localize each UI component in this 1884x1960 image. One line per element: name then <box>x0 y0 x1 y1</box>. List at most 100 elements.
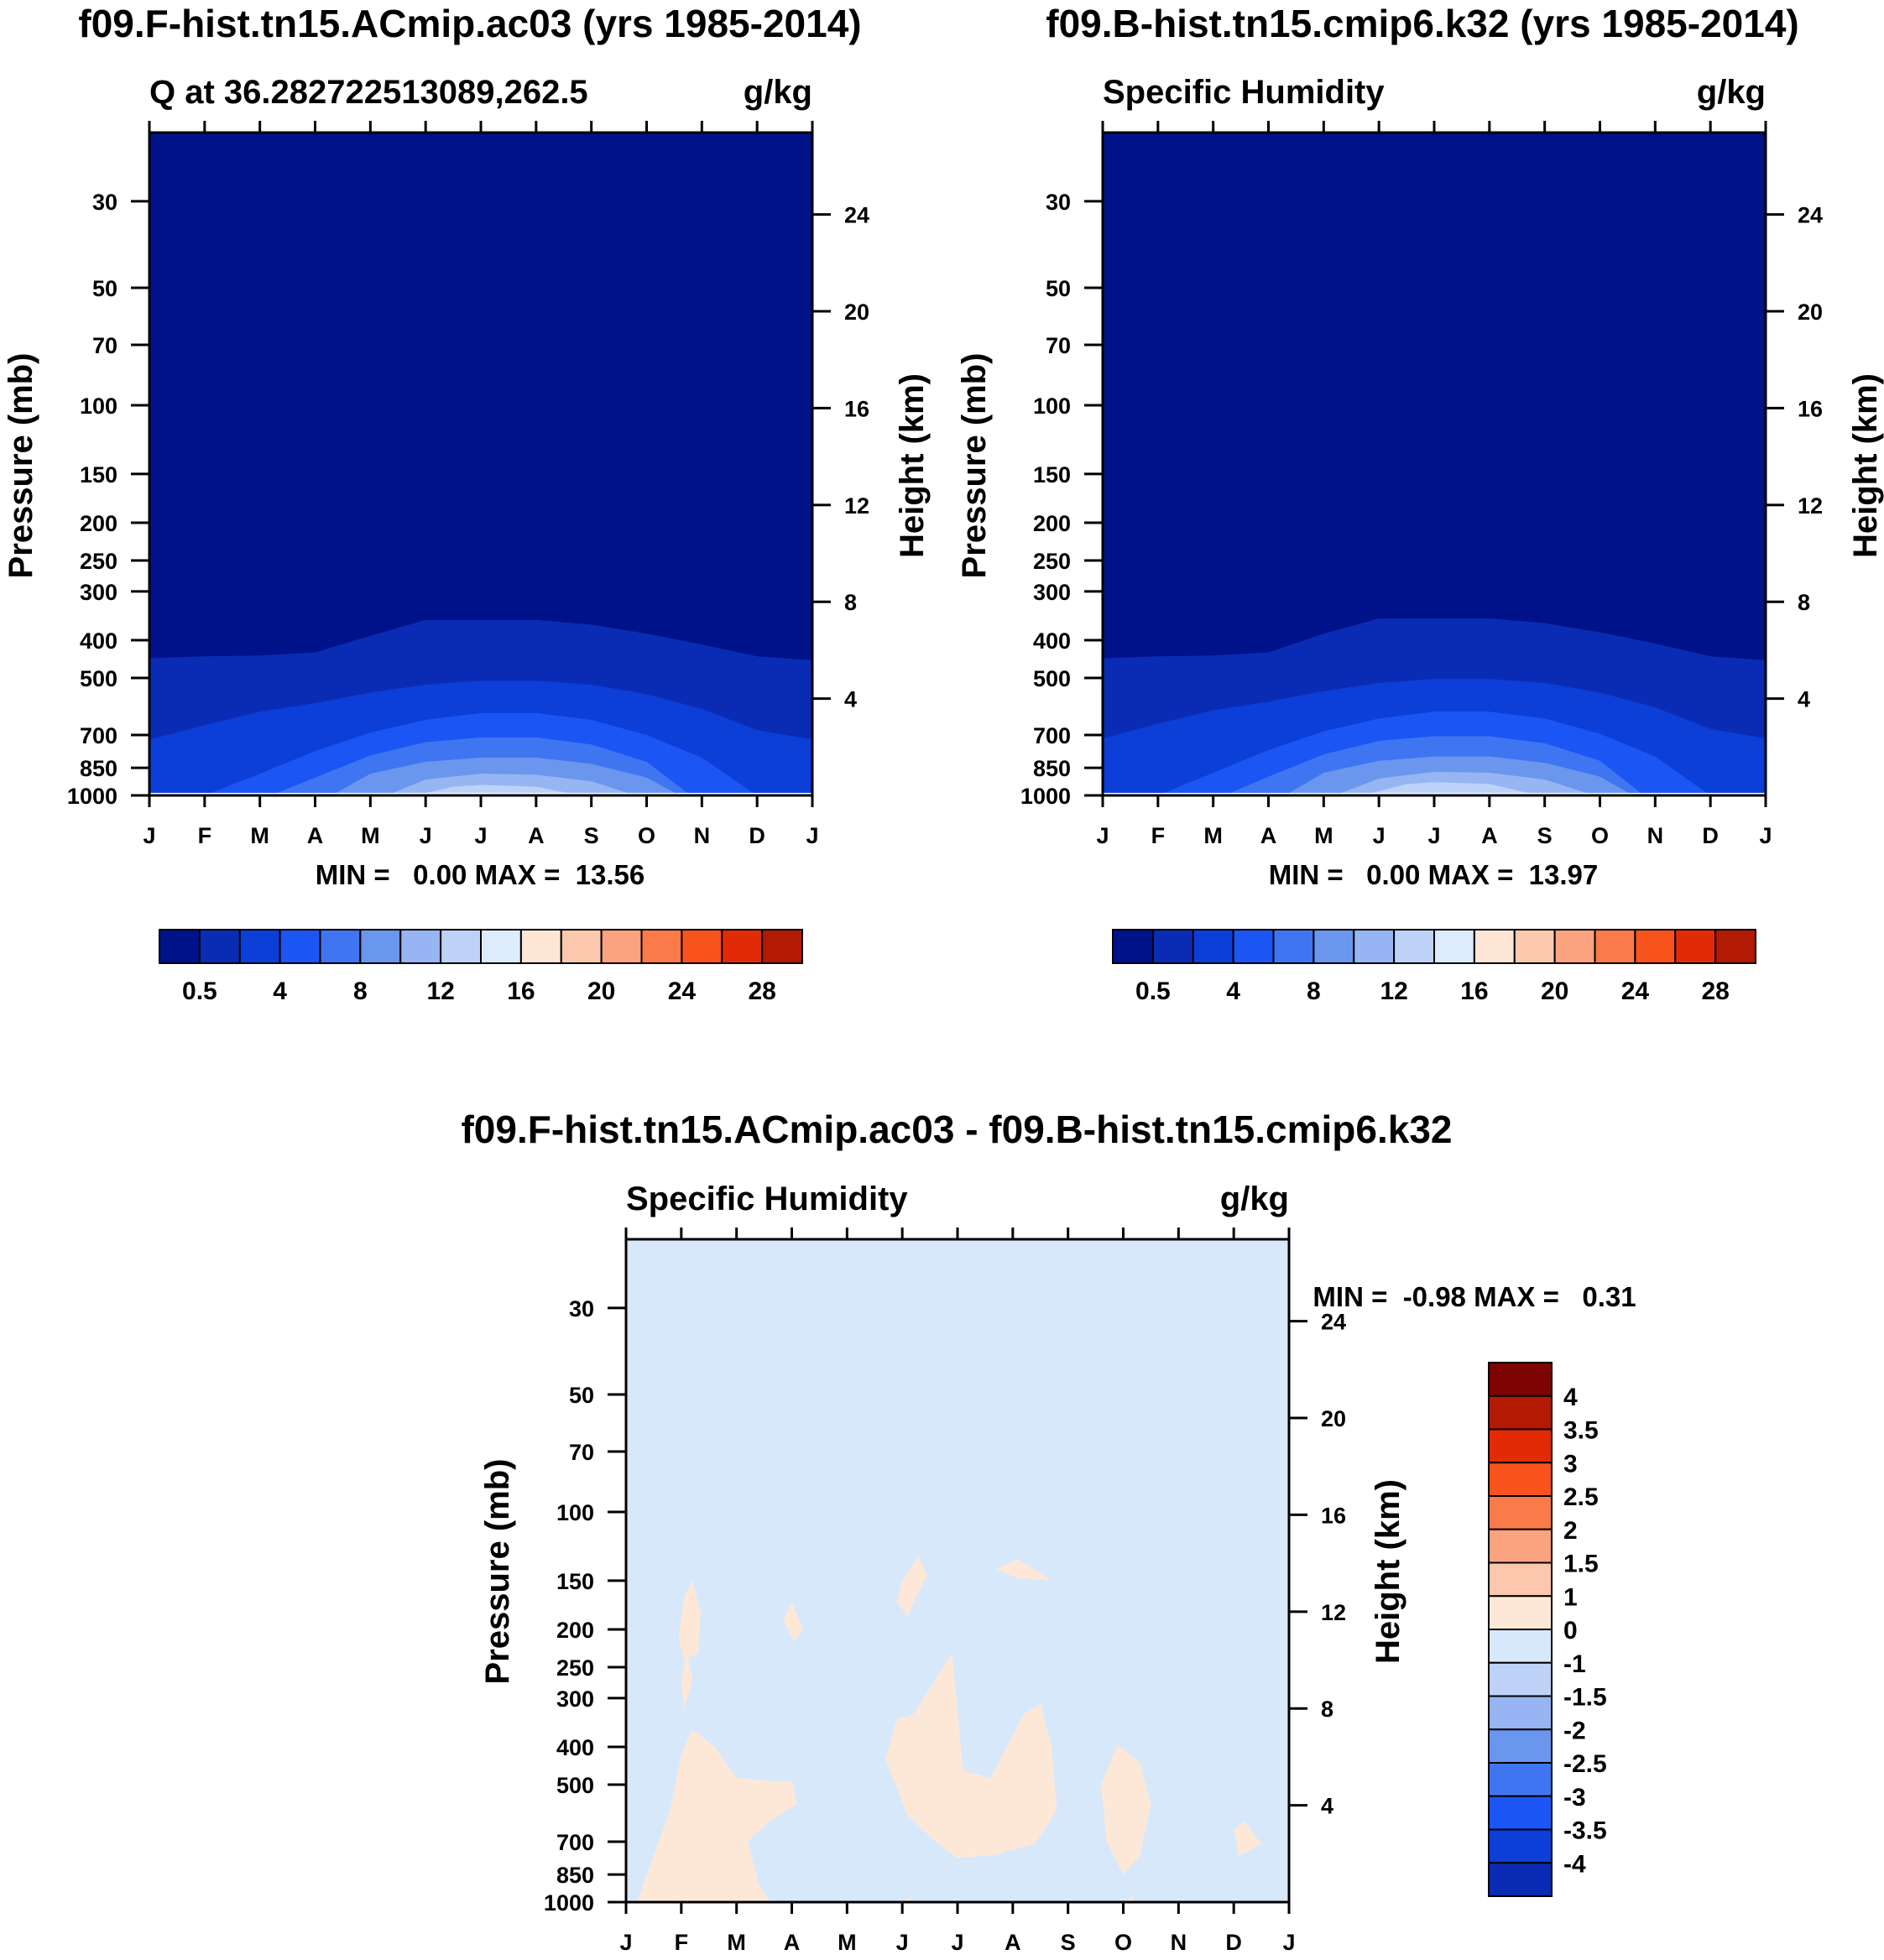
x-tick-label: M <box>838 1930 857 1955</box>
x-tick-label: F <box>675 1930 689 1955</box>
colorbar-label: 8 <box>1307 977 1321 1005</box>
colorbar-label: 12 <box>426 977 454 1005</box>
y-tick-label: 50 <box>569 1383 594 1408</box>
x-tick-label: J <box>1373 823 1386 848</box>
colorbar-box <box>640 929 683 964</box>
colorbar-label: 2 <box>1563 1517 1578 1545</box>
figure-title-difference: f09.F-hist.tn15.ACmip.ac03 - f09.B-hist.… <box>461 1108 1452 1151</box>
x-tick-label: D <box>1225 1930 1242 1955</box>
colorbar-box <box>1488 1828 1553 1864</box>
colorbar-box <box>1553 929 1596 964</box>
positive-diff-region <box>783 1602 803 1642</box>
y-tick-label: 50 <box>92 276 117 301</box>
y-tick-label: 500 <box>556 1773 594 1798</box>
positive-diff-region <box>902 1895 914 1902</box>
x-tick-label: J <box>951 1930 963 1955</box>
x-tick-label: M <box>250 823 269 848</box>
y-tick-label: 1000 <box>67 784 117 809</box>
x-tick-label: A <box>1260 823 1277 848</box>
plot-area <box>626 1239 1289 1902</box>
y2-axis-label: Height (km) <box>894 373 931 558</box>
panel-units-label: g/kg <box>744 74 812 111</box>
colorbar-box <box>359 929 402 964</box>
colorbar-box <box>1488 1862 1553 1897</box>
colorbar-box <box>1488 1661 1553 1697</box>
positive-diff-region <box>896 1556 927 1617</box>
panel-units-label: g/kg <box>1697 74 1766 111</box>
y-tick-label: 100 <box>1033 394 1071 419</box>
contour-fill-level-12 <box>415 785 581 795</box>
y-tick-label: 850 <box>1033 756 1071 781</box>
positive-diff-region <box>1123 1893 1137 1902</box>
colorbar-box <box>1353 929 1396 964</box>
y-tick-label: 50 <box>1046 276 1071 301</box>
colorbar-box <box>279 929 321 964</box>
colorbar-box <box>1488 1528 1553 1564</box>
colorbar-box <box>480 929 522 964</box>
colorbar-box <box>1714 929 1756 964</box>
x-tick-label: N <box>1647 823 1664 848</box>
colorbar-box <box>1313 929 1355 964</box>
y-tick-label: 1000 <box>1020 784 1071 809</box>
colorbar-box <box>1488 1561 1553 1598</box>
y-tick-label: 150 <box>80 462 117 487</box>
x-tick-label: J <box>896 1930 909 1955</box>
y-axis-label: Pressure (mb) <box>956 353 993 579</box>
x-tick-label: N <box>1171 1930 1187 1955</box>
panel-left-title: Specific Humidity <box>1103 74 1385 111</box>
panel-difference: Specific Humidity g/kg Pressure (mb) Hei… <box>479 1181 1636 1955</box>
x-tick-label: O <box>1114 1930 1132 1955</box>
y-tick-label: 70 <box>92 333 117 358</box>
colorbar-label: 8 <box>353 977 368 1005</box>
y-tick-label: 700 <box>80 723 117 748</box>
y2-tick-label: 4 <box>1798 687 1810 712</box>
colorbar-box <box>1488 1462 1553 1497</box>
y-tick-label: 250 <box>556 1655 594 1681</box>
colorbar-box <box>1433 929 1475 964</box>
positive-diff-region <box>681 1651 692 1709</box>
x-tick-label: S <box>1537 823 1553 848</box>
colorbar-box <box>1272 929 1315 964</box>
plot-area <box>149 133 812 795</box>
y2-tick-label: 16 <box>844 396 869 421</box>
y-tick-label: 1000 <box>544 1890 594 1916</box>
y-tick-label: 300 <box>556 1686 594 1712</box>
y2-tick-label: 20 <box>1798 300 1823 325</box>
colorbar-label: -2.5 <box>1563 1750 1607 1778</box>
figure-title-model-b: f09.B-hist.tn15.cmip6.k32 (yrs 1985-2014… <box>1046 2 1798 45</box>
colorbar-box <box>1393 929 1435 964</box>
y2-axis-label: Height (km) <box>1847 373 1884 558</box>
colorbar-box <box>319 929 362 964</box>
y-tick-label: 100 <box>556 1500 594 1525</box>
x-tick-label: S <box>584 823 599 848</box>
plot-area <box>1103 133 1766 795</box>
y-tick-label: 200 <box>80 511 117 536</box>
colorbar-label: 20 <box>1541 977 1568 1005</box>
x-tick-label: M <box>361 823 380 848</box>
colorbar-label: -4 <box>1563 1850 1586 1878</box>
y-tick-label: 400 <box>80 628 117 654</box>
min-max-label: MIN = -0.98 MAX = 0.31 <box>1313 1281 1636 1312</box>
x-tick-label: J <box>1096 823 1109 848</box>
colorbar-label: 0.5 <box>1135 977 1171 1005</box>
positive-diff-region <box>996 1559 1052 1581</box>
colorbar-box <box>1473 929 1516 964</box>
x-tick-label: A <box>307 823 324 848</box>
colorbar-box <box>1674 929 1717 964</box>
panel-units-label: g/kg <box>1220 1181 1289 1217</box>
x-tick-label: O <box>1591 823 1609 848</box>
y-tick-label: 150 <box>556 1569 594 1594</box>
y-tick-label: 400 <box>1033 628 1071 654</box>
x-tick-label: F <box>1151 823 1166 848</box>
colorbar-box <box>560 929 603 964</box>
positive-diff-region <box>1234 1821 1262 1856</box>
colorbar-box <box>440 929 482 964</box>
y-tick-label: 500 <box>80 666 117 691</box>
colorbar-box <box>681 929 723 964</box>
x-tick-label: J <box>1759 823 1772 848</box>
colorbar-box <box>399 929 442 964</box>
y-tick-label: 300 <box>80 580 117 605</box>
colorbar-box <box>198 929 241 964</box>
y-tick-label: 30 <box>1046 190 1071 215</box>
figure-title-model-a: f09.F-hist.tn15.ACmip.ac03 (yrs 1985-201… <box>78 2 861 45</box>
